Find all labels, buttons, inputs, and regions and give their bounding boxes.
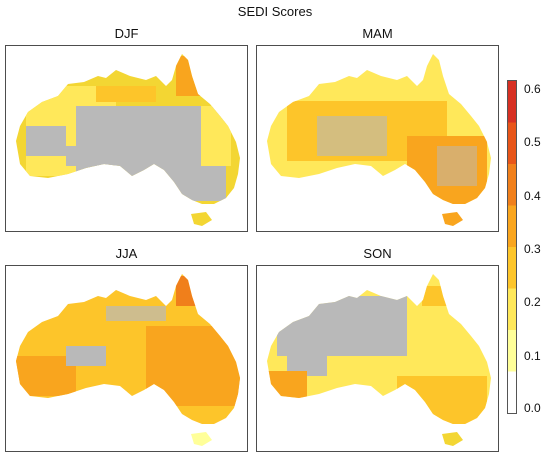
- figure-title: SEDI Scores: [237, 4, 313, 19]
- colorbar-tick-4: 0.4: [524, 189, 541, 203]
- colorbar: [507, 80, 517, 414]
- map-panel-djf: [5, 45, 248, 232]
- map-panel-son: [256, 265, 499, 452]
- australia-map-djf: [6, 46, 248, 232]
- australia-map-jja: [6, 266, 248, 452]
- australia-map-mam: [257, 46, 499, 232]
- panel-title-djf: DJF: [114, 26, 139, 41]
- map-panel-mam: [256, 45, 499, 232]
- colorbar-tick-3: 0.3: [524, 242, 541, 256]
- colorbar-tick-1: 0.1: [524, 349, 541, 363]
- colorbar-tick-0: 0.0: [524, 401, 541, 415]
- colorbar-tick-5: 0.5: [524, 135, 541, 149]
- colorbar-tick-6: 0.6: [524, 82, 541, 96]
- map-panel-jja: [5, 265, 248, 452]
- panel-title-son: SON: [363, 246, 392, 261]
- panel-title-mam: MAM: [362, 26, 393, 41]
- colorbar-tick-2: 0.2: [524, 295, 541, 309]
- australia-map-son: [257, 266, 499, 452]
- panel-title-jja: JJA: [115, 246, 138, 261]
